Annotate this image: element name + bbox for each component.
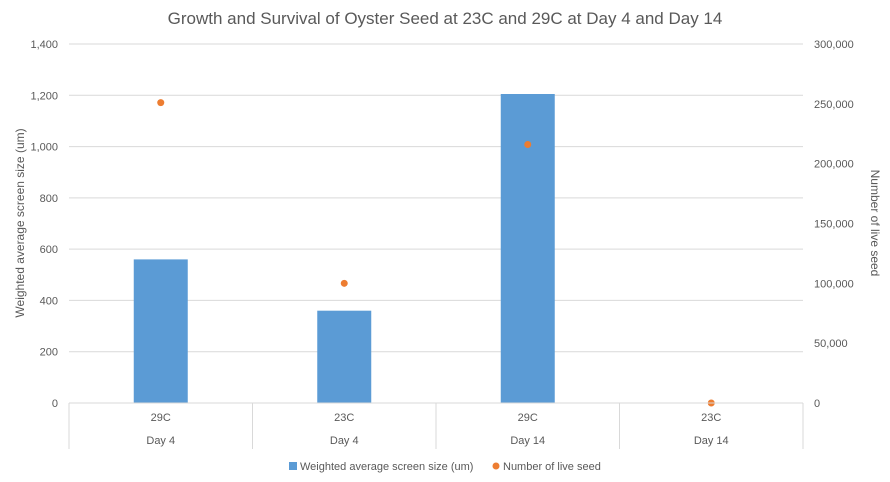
legend: Weighted average screen size (um) Number … [289, 461, 601, 473]
chart-title: Growth and Survival of Oyster Seed at 23… [168, 9, 723, 28]
right-tick-label: 300,000 [814, 39, 854, 51]
bar [500, 94, 555, 403]
legend-swatch-bar [289, 462, 297, 470]
x-tick-label-temp: 29C [151, 412, 171, 424]
right-tick-label: 50,000 [814, 338, 848, 350]
right-tick-label: 100,000 [814, 278, 854, 290]
x-tick-label-day: Day 14 [694, 435, 729, 447]
x-tick-label-day: Day 14 [510, 435, 545, 447]
gridlines [69, 43, 803, 353]
legend-label: Number of live seed [503, 461, 601, 473]
x-tick-label-day: Day 4 [330, 435, 359, 447]
left-tick-label: 400 [40, 295, 58, 307]
left-tick-label: 600 [40, 244, 58, 256]
left-axis-label: Weighted average screen size (um) [13, 128, 27, 317]
scatter-series [157, 99, 715, 407]
legend-swatch-point [492, 462, 500, 470]
x-tick-label-temp: 29C [518, 412, 538, 424]
data-point [524, 141, 532, 149]
x-tick-label-temp: 23C [334, 412, 354, 424]
left-tick-label: 800 [40, 193, 58, 205]
legend-label: Weighted average screen size (um) [300, 461, 473, 473]
right-tick-label: 0 [814, 398, 820, 410]
right-tick-label: 250,000 [814, 99, 854, 111]
bar-series [133, 94, 555, 403]
right-tick-label: 200,000 [814, 159, 854, 171]
left-tick-label: 1,400 [30, 39, 58, 51]
bar [317, 310, 372, 403]
x-tick-label-temp: 23C [701, 412, 721, 424]
left-axis-ticks: 0 200 400 600 800 1,000 1,200 1,400 [30, 39, 58, 410]
left-tick-label: 200 [40, 347, 58, 359]
right-tick-label: 150,000 [814, 219, 854, 231]
x-tick-label-day: Day 4 [146, 435, 175, 447]
right-axis-label: Number of live seed [868, 170, 882, 277]
x-axis: 29C Day 4 23C Day 4 29C Day 14 23C Day 14 [68, 402, 804, 449]
left-tick-label: 0 [52, 398, 58, 410]
data-point [340, 279, 348, 287]
right-axis-ticks: 0 50,000 100,000 150,000 200,000 250,000 300,0… [814, 39, 854, 410]
data-point [157, 99, 165, 107]
left-tick-label: 1,200 [30, 90, 58, 102]
left-tick-label: 1,000 [30, 142, 58, 154]
bar [133, 259, 188, 403]
